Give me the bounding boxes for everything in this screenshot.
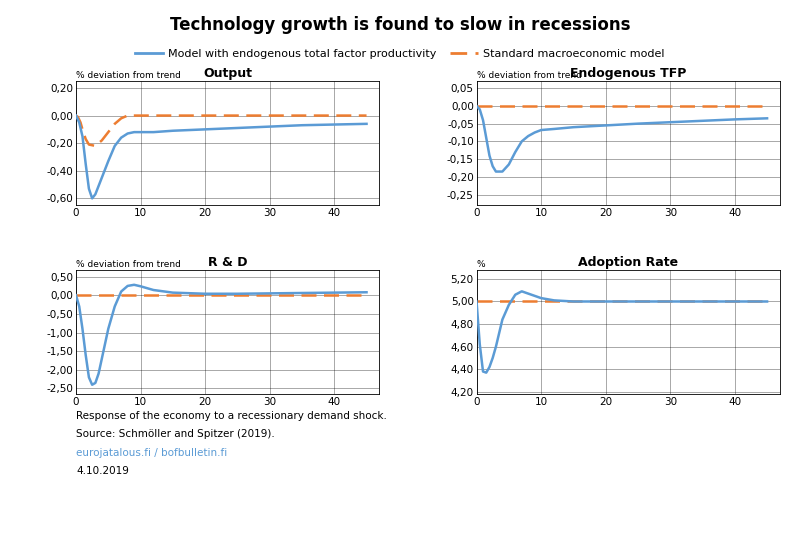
Text: Technology growth is found to slow in recessions: Technology growth is found to slow in re… <box>170 16 630 34</box>
Legend: Model with endogenous total factor productivity, Standard macroeconomic model: Model with endogenous total factor produ… <box>130 45 670 64</box>
Text: Response of the economy to a recessionary demand shock.: Response of the economy to a recessionar… <box>76 411 387 421</box>
Text: % deviation from trend: % deviation from trend <box>76 72 181 80</box>
Title: R & D: R & D <box>208 255 247 269</box>
Title: Endogenous TFP: Endogenous TFP <box>570 67 686 80</box>
Text: % deviation from trend: % deviation from trend <box>477 72 582 80</box>
Text: eurojatalous.fi / bofbulletin.fi: eurojatalous.fi / bofbulletin.fi <box>76 448 227 458</box>
Text: 4.10.2019: 4.10.2019 <box>76 466 129 476</box>
Title: Output: Output <box>203 67 252 80</box>
Title: Adoption Rate: Adoption Rate <box>578 255 678 269</box>
Text: %: % <box>477 260 485 269</box>
Text: % deviation from trend: % deviation from trend <box>76 260 181 269</box>
Text: Source: Schmöller and Spitzer (2019).: Source: Schmöller and Spitzer (2019). <box>76 429 274 439</box>
